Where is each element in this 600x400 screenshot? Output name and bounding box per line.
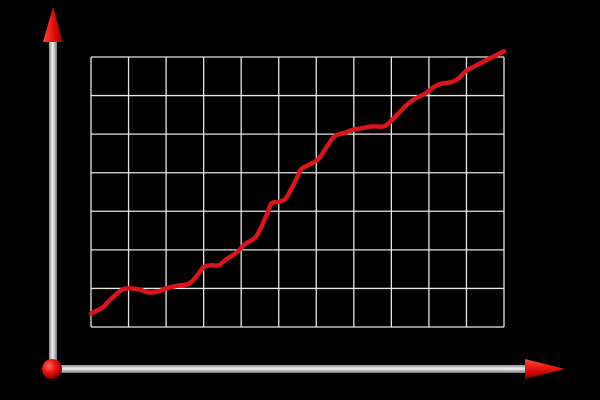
- data-point: [456, 76, 461, 81]
- data-point: [318, 155, 323, 160]
- grid-lines: [90, 56, 505, 328]
- data-point: [344, 130, 349, 135]
- data-point: [284, 195, 289, 200]
- data-point: [295, 174, 300, 179]
- data-point: [119, 288, 124, 293]
- data-point: [107, 298, 112, 302]
- data-point: [449, 80, 454, 85]
- data-point: [126, 286, 131, 291]
- data-series-line: [88, 48, 507, 316]
- x-axis-rod: [52, 365, 530, 373]
- data-point: [370, 124, 375, 129]
- data-point: [186, 281, 191, 286]
- data-point: [89, 311, 93, 316]
- data-point: [404, 103, 409, 108]
- data-point: [156, 289, 161, 294]
- x-axis: [52, 359, 565, 379]
- data-point: [381, 124, 386, 129]
- data-point: [145, 290, 150, 295]
- data-point: [242, 242, 247, 247]
- data-point: [502, 49, 506, 54]
- data-point: [411, 97, 416, 102]
- data-point: [175, 283, 180, 288]
- data-point: [269, 201, 274, 206]
- data-point: [438, 82, 443, 86]
- data-point: [494, 53, 499, 58]
- data-point: [254, 234, 259, 239]
- data-point: [209, 263, 214, 268]
- data-points: [89, 49, 506, 316]
- origin-ball: [42, 359, 62, 379]
- data-point: [389, 118, 394, 123]
- data-point: [423, 91, 428, 96]
- x-axis-arrow-icon: [525, 359, 565, 379]
- y-axis: [43, 7, 63, 370]
- data-point: [137, 287, 142, 292]
- data-point: [430, 85, 435, 90]
- data-point: [333, 134, 338, 139]
- data-point: [479, 60, 484, 65]
- data-point: [235, 249, 240, 254]
- data-point: [486, 56, 491, 61]
- data-point: [299, 166, 304, 171]
- data-point: [164, 286, 169, 291]
- data-point: [194, 274, 199, 279]
- y-axis-rod: [49, 38, 57, 370]
- data-point: [396, 110, 401, 115]
- data-point: [359, 126, 364, 131]
- data-point: [471, 64, 476, 69]
- y-axis-arrow-icon: [43, 7, 63, 42]
- data-point: [325, 143, 330, 148]
- data-point: [310, 161, 315, 166]
- data-point: [100, 305, 105, 310]
- data-point: [216, 263, 221, 268]
- data-point: [464, 68, 469, 73]
- data-point: [224, 257, 229, 262]
- data-point: [265, 211, 270, 216]
- data-point: [276, 199, 281, 204]
- data-point: [201, 265, 206, 270]
- data-point: [351, 127, 356, 132]
